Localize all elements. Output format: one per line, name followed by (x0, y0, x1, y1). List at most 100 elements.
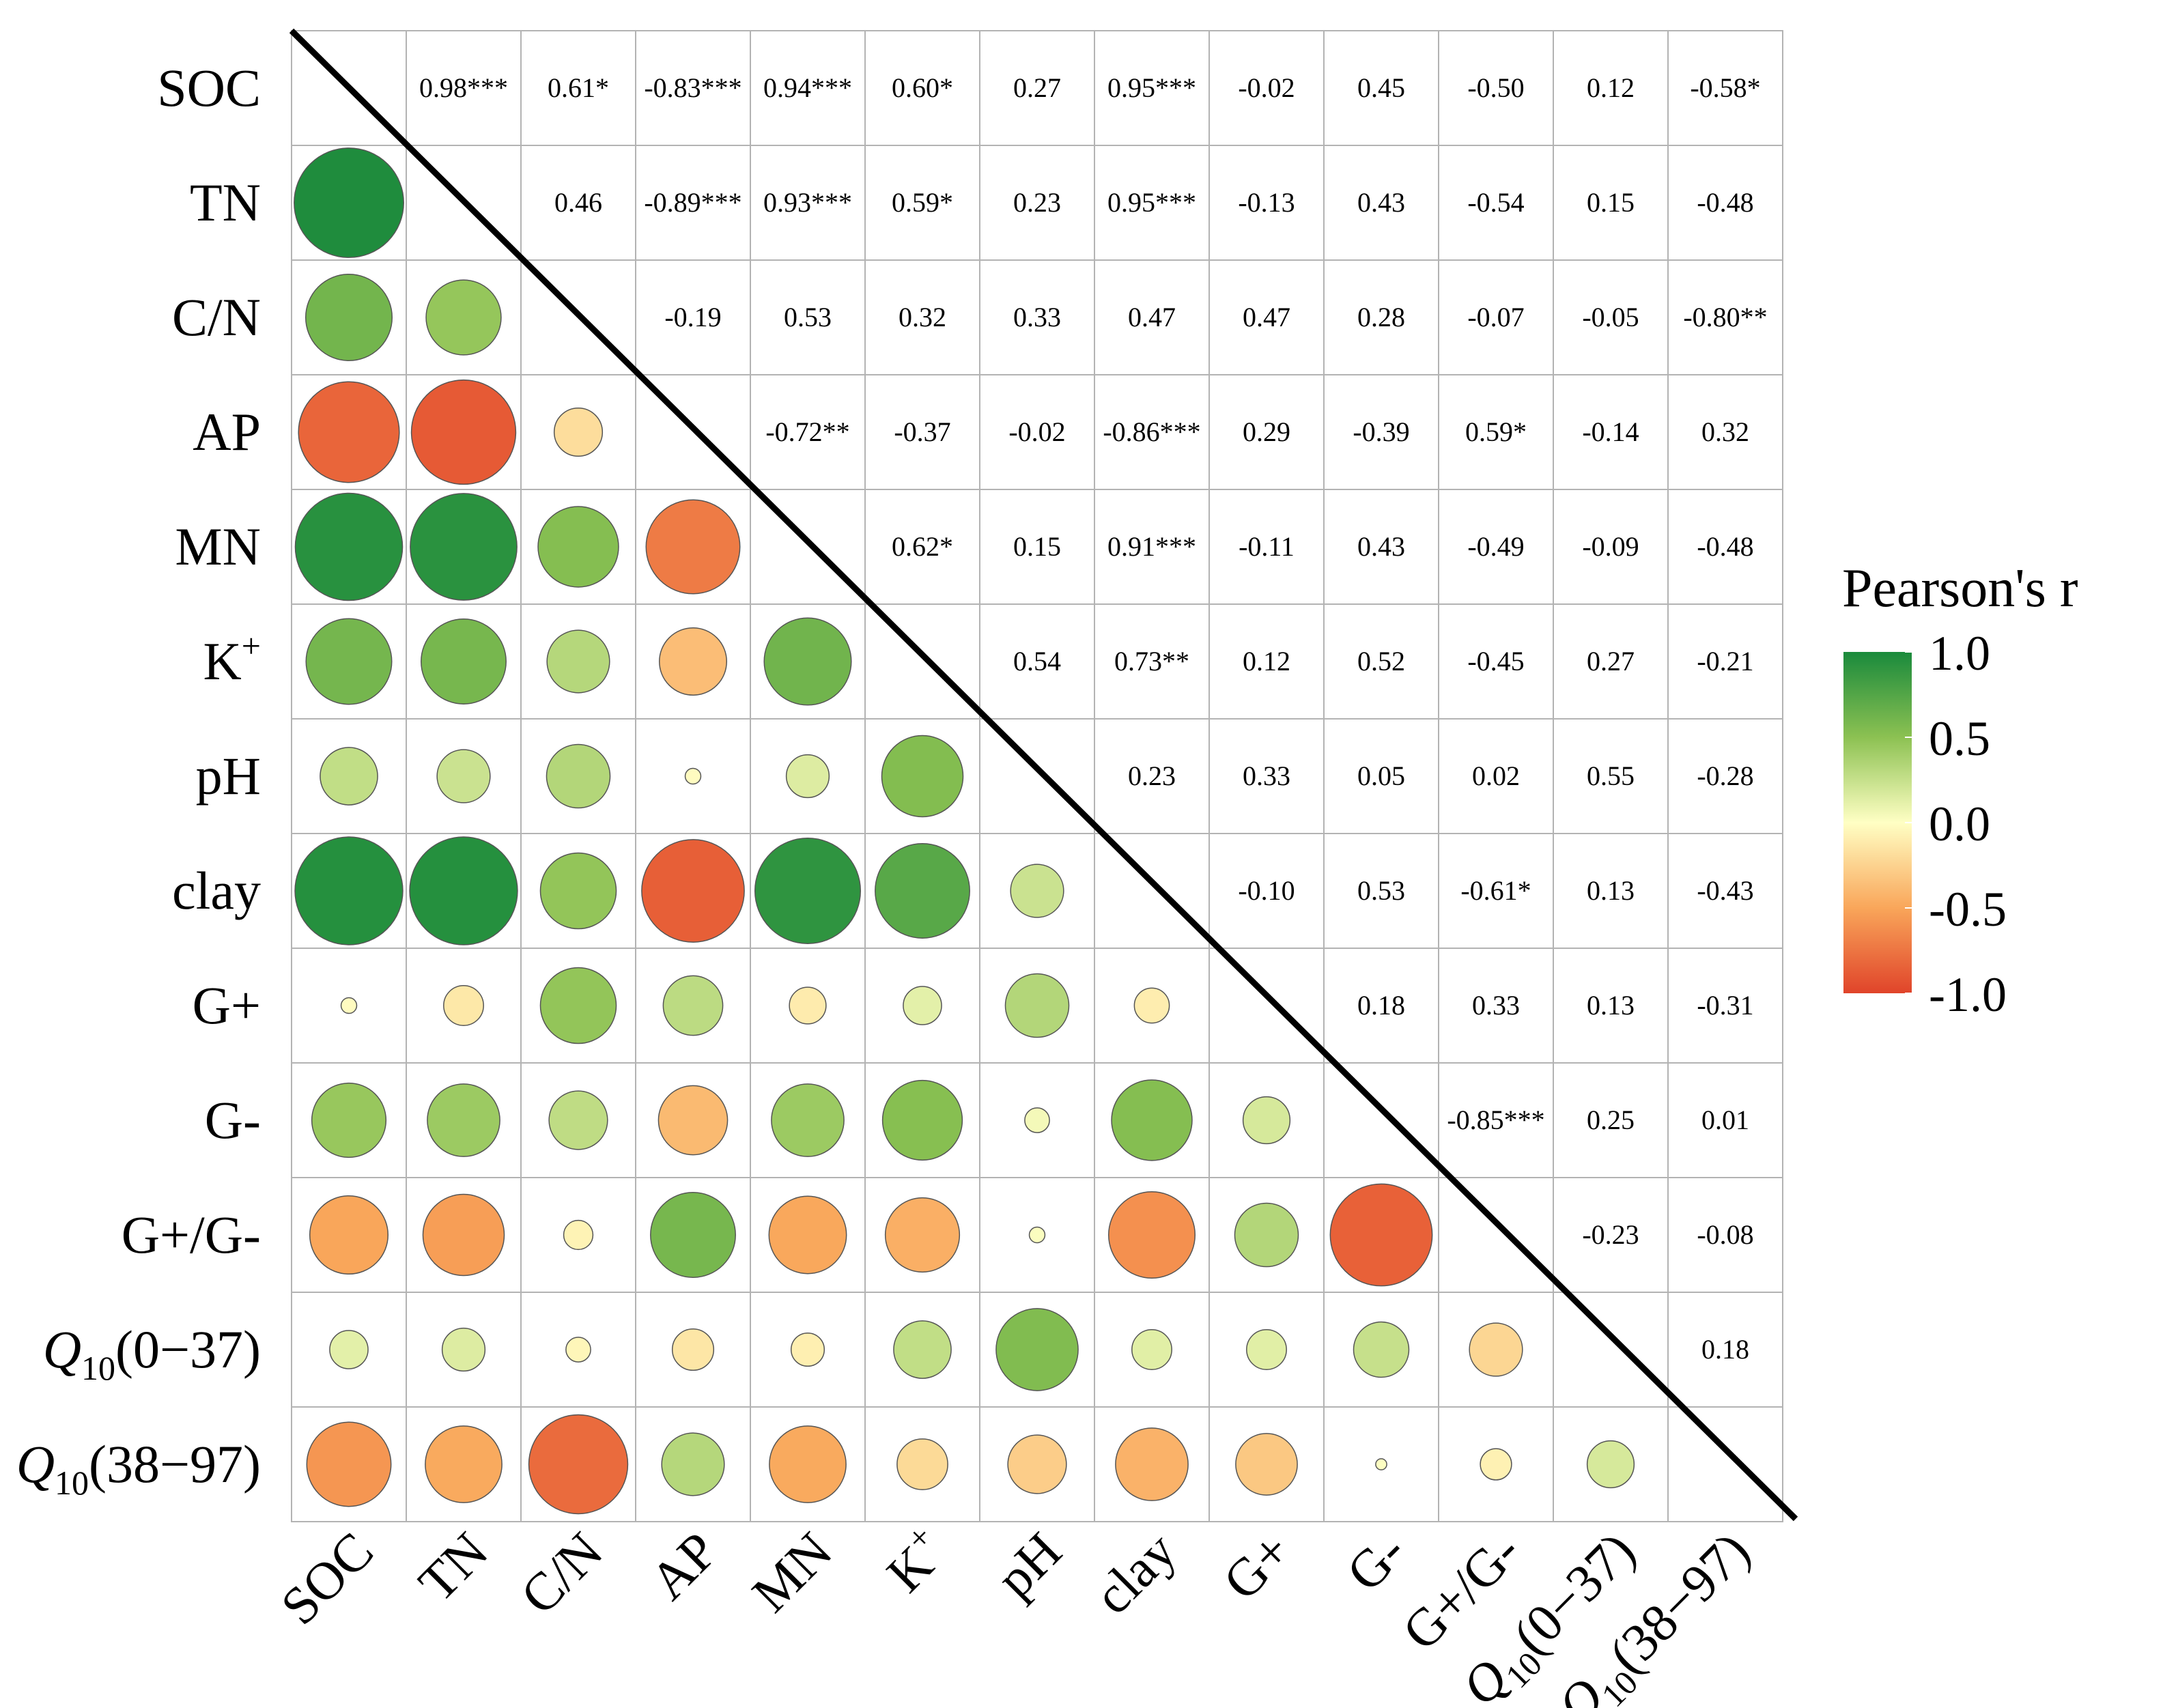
matrix-cell (979, 489, 1095, 605)
correlation-circle-g-soc (340, 997, 358, 1014)
coefficient-label: -0.10 (1238, 875, 1295, 906)
coefficient-label: 0.13 (1587, 875, 1635, 906)
correlation-circle-g-g-tn (422, 1193, 505, 1277)
correlation-circle-q-0-37-g (1246, 1329, 1287, 1370)
coefficient-label: -0.14 (1582, 416, 1639, 447)
correlation-circle-clay-ph (1010, 864, 1064, 918)
matrix-cell (406, 30, 522, 146)
coefficient-label: 0.91*** (1107, 531, 1196, 562)
correlation-circle-q-38-97-soc (306, 1421, 392, 1507)
correlation-circle-g-g-ph (1028, 1226, 1046, 1244)
matrix-cell (1094, 30, 1210, 146)
row-label-g: G+ (193, 976, 261, 1035)
coefficient-label: 0.05 (1357, 760, 1405, 791)
correlation-circle-c-n-tn (425, 279, 502, 356)
matrix-cell (1438, 259, 1554, 375)
coefficient-label: 0.47 (1128, 302, 1176, 332)
coefficient-label: 0.02 (1472, 760, 1520, 791)
matrix-cell (1553, 145, 1669, 261)
correlation-circle-g-k (881, 1079, 963, 1161)
correlation-circle-q-0-37-mn (790, 1332, 825, 1367)
correlation-circle-q-0-37-tn (441, 1327, 486, 1372)
correlation-circle-g-g-g (1234, 1202, 1299, 1268)
matrix-cell (750, 30, 866, 146)
correlation-circle-q-38-97-q-0-37 (1586, 1440, 1635, 1489)
correlation-circle-q-38-97-mn (769, 1425, 847, 1503)
correlation-circle-g-g-mn (768, 1195, 847, 1275)
matrix-cell (1553, 948, 1669, 1064)
correlation-circle-q-0-37-c-n (565, 1337, 591, 1363)
coefficient-label: 0.94*** (763, 72, 852, 103)
legend-color-bar (1843, 652, 1912, 993)
coefficient-label: 0.43 (1357, 187, 1405, 218)
row-label-k: K+ (203, 627, 261, 691)
matrix-cell (979, 603, 1095, 720)
correlation-circle-g-g-ap (650, 1192, 736, 1278)
matrix-cell (864, 603, 980, 720)
correlation-circle-k-tn (421, 618, 507, 704)
row-label-soc: SOC (157, 58, 261, 117)
matrix-cell (1094, 718, 1210, 834)
row-label-mn: MN (175, 517, 261, 576)
coefficient-label: 0.55 (1587, 760, 1635, 791)
correlation-circle-g-k (903, 986, 942, 1025)
correlation-circle-q-0-37-ap (671, 1328, 715, 1371)
coefficient-label: -0.83*** (644, 72, 741, 103)
coefficient-label: -0.80** (1683, 302, 1767, 332)
column-label-mn: MN (741, 1521, 843, 1623)
coefficient-label: -0.48 (1697, 187, 1753, 218)
correlation-circle-q-38-97-c-n (528, 1414, 629, 1515)
matrix-cell (1323, 374, 1439, 490)
coefficient-label: 0.33 (1013, 302, 1061, 332)
correlation-circle-q-38-97-tn (425, 1425, 503, 1503)
row-label-ph: pH (196, 746, 261, 806)
coefficient-label-layer: 0.98*** 0.61* -0.83*** 0.94*** 0.60* 0.27 0.95… (289, 28, 1798, 1522)
matrix-cell (1553, 1062, 1669, 1178)
correlation-circle-q-38-97-g (1235, 1433, 1298, 1496)
correlation-circle-ap-c-n (553, 407, 604, 457)
correlation-circle-g-c-n (548, 1090, 608, 1150)
matrix-cell (1208, 603, 1325, 720)
matrix-cell (979, 145, 1095, 261)
correlation-circle-q-0-37-soc (329, 1330, 369, 1369)
matrix-cell (1208, 718, 1325, 834)
diagonal-line (289, 28, 1798, 1522)
correlation-circle-g-c-n (539, 967, 617, 1044)
circle-layer (294, 147, 1635, 1515)
coefficient-label: -0.09 (1582, 531, 1639, 562)
row-label-g-g: G+/G- (122, 1205, 261, 1264)
matrix-cell (1667, 603, 1783, 720)
coefficient-label: 0.45 (1357, 72, 1405, 103)
coefficient-label: 0.46 (554, 187, 602, 218)
correlation-circle-q-38-97-k (896, 1438, 948, 1490)
column-label-clay: clay (1083, 1521, 1187, 1625)
coefficient-label: 0.15 (1587, 187, 1635, 218)
coefficient-label: 0.53 (1357, 875, 1405, 906)
matrix-cell (1667, 718, 1783, 834)
correlation-circle-k-mn (763, 617, 852, 706)
matrix-cell (1323, 718, 1439, 834)
matrix-cell (1208, 833, 1325, 949)
matrix-cell (1667, 1062, 1783, 1178)
coefficient-label: 0.52 (1357, 646, 1405, 677)
coefficient-label: 0.27 (1013, 72, 1061, 103)
coefficient-label: 0.93*** (763, 187, 852, 218)
correlation-circle-g-g-g (1329, 1183, 1433, 1287)
coefficient-label: -0.58* (1690, 72, 1760, 103)
row-label-g: G- (205, 1090, 261, 1150)
correlation-circle-g-g-c-n (563, 1219, 594, 1251)
correlation-circle-g-g-soc (309, 1195, 389, 1275)
coefficient-label: 0.27 (1587, 646, 1635, 677)
correlation-circle-g-clay (1111, 1079, 1193, 1161)
matrix-cell (1323, 30, 1439, 146)
coefficient-label: 0.61* (548, 72, 609, 103)
matrix-cell (1208, 259, 1325, 375)
coefficient-label: 0.18 (1701, 1334, 1749, 1365)
correlation-circle-g-ap (658, 1085, 729, 1156)
column-label-g: G+ (1212, 1521, 1302, 1611)
legend-tick-label: -0.5 (1929, 882, 2007, 937)
coefficient-label: 0.18 (1357, 990, 1405, 1021)
matrix-cell (1208, 489, 1325, 605)
matrix-cell (864, 374, 980, 490)
